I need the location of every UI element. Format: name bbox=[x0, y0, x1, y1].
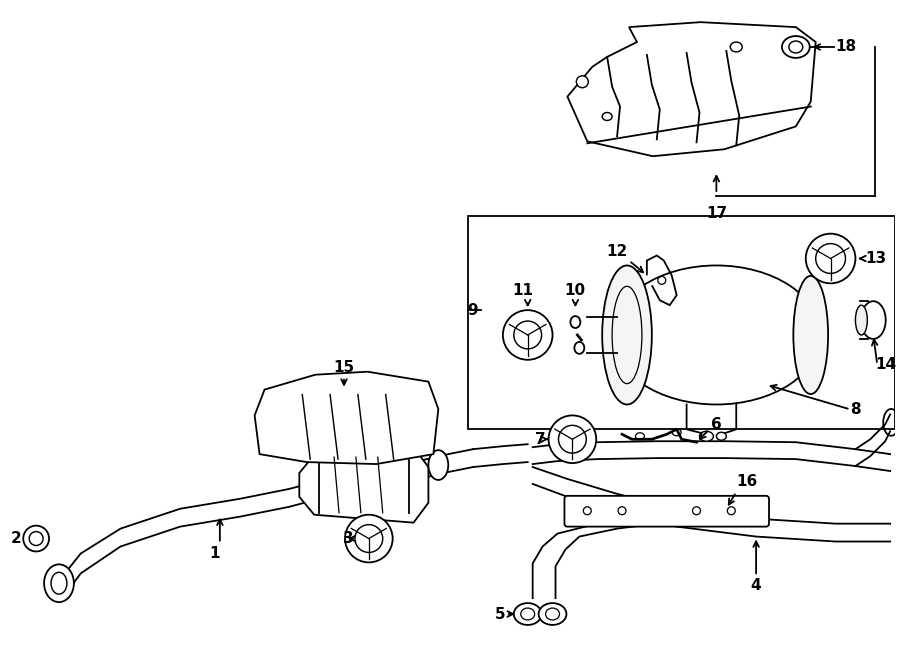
Text: 14: 14 bbox=[876, 357, 896, 372]
Text: 8: 8 bbox=[850, 402, 861, 417]
Ellipse shape bbox=[793, 276, 828, 394]
Text: 6: 6 bbox=[711, 417, 722, 432]
Text: 3: 3 bbox=[343, 531, 354, 546]
Ellipse shape bbox=[549, 415, 596, 463]
Text: 7: 7 bbox=[535, 432, 545, 447]
Ellipse shape bbox=[503, 310, 553, 360]
Ellipse shape bbox=[514, 603, 542, 625]
Text: 16: 16 bbox=[736, 474, 758, 489]
Polygon shape bbox=[567, 22, 815, 156]
Text: 17: 17 bbox=[706, 206, 727, 221]
Ellipse shape bbox=[693, 507, 700, 515]
Ellipse shape bbox=[618, 507, 626, 515]
Text: 15: 15 bbox=[333, 360, 355, 375]
Text: 12: 12 bbox=[607, 243, 627, 258]
Ellipse shape bbox=[782, 36, 810, 58]
Ellipse shape bbox=[806, 234, 855, 284]
Ellipse shape bbox=[699, 431, 714, 442]
Text: 9: 9 bbox=[467, 303, 478, 318]
Ellipse shape bbox=[727, 507, 735, 515]
Polygon shape bbox=[255, 371, 438, 464]
Text: 1: 1 bbox=[210, 547, 220, 561]
Ellipse shape bbox=[44, 564, 74, 602]
Ellipse shape bbox=[612, 266, 821, 405]
Ellipse shape bbox=[730, 42, 742, 52]
Text: 18: 18 bbox=[835, 40, 857, 54]
Ellipse shape bbox=[345, 515, 392, 563]
Text: 2: 2 bbox=[11, 531, 22, 546]
Ellipse shape bbox=[576, 76, 589, 88]
Text: 10: 10 bbox=[565, 283, 586, 298]
Text: 5: 5 bbox=[495, 607, 506, 621]
Ellipse shape bbox=[602, 266, 652, 405]
Ellipse shape bbox=[716, 432, 726, 440]
FancyBboxPatch shape bbox=[564, 496, 769, 527]
Ellipse shape bbox=[538, 603, 566, 625]
Text: 13: 13 bbox=[865, 251, 886, 266]
Ellipse shape bbox=[583, 507, 591, 515]
Bar bbox=[468, 215, 896, 429]
Text: 11: 11 bbox=[512, 283, 533, 298]
Ellipse shape bbox=[861, 301, 886, 339]
Ellipse shape bbox=[855, 305, 868, 335]
Text: 4: 4 bbox=[751, 578, 761, 594]
Ellipse shape bbox=[602, 112, 612, 120]
Polygon shape bbox=[300, 447, 428, 523]
Ellipse shape bbox=[23, 525, 50, 551]
Ellipse shape bbox=[428, 450, 448, 480]
